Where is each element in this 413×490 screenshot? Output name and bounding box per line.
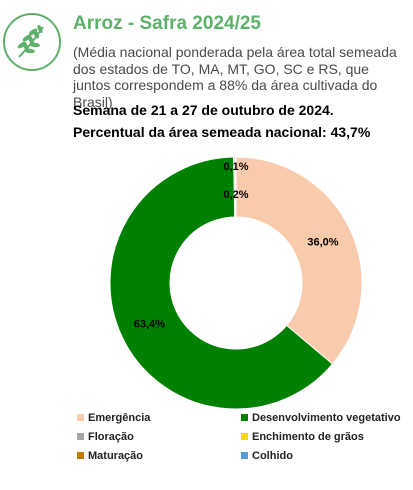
legend-item-floracao: Floração (77, 427, 241, 446)
slice-desenvolvimento-vegetativo (109, 156, 334, 410)
chart-title: Arroz - Safra 2024/25 (73, 13, 261, 34)
week-label: Semana de 21 a 27 de outubro de 2024. (73, 102, 334, 118)
legend-item-maturacao: Maturação (77, 446, 241, 465)
legend-item-colhido: Colhido (241, 446, 413, 465)
legend-item-desenvolvimento-vegetativo: Desenvolvimento vegetativo (241, 408, 413, 427)
legend-label: Enchimento de grãos (252, 430, 364, 443)
legend-swatch (241, 433, 248, 440)
data-label-floracao: 0,2% (223, 189, 248, 201)
data-label-enchimento-de-graos: 0,1% (223, 161, 248, 173)
area-percentage-label: Percentual da área semeada nacional: 43,… (73, 124, 371, 140)
chart-legend: Emergência Desenvolvimento vegetativo Flor… (77, 408, 413, 465)
legend-swatch (77, 452, 84, 459)
legend-label: Colhido (252, 449, 293, 462)
legend-label: Desenvolvimento vegetativo (252, 411, 401, 424)
slice-enchimento-de-graos (234, 156, 237, 218)
rice-grain-icon (3, 13, 61, 71)
legend-label: Emergência (88, 411, 151, 424)
legend-swatch (77, 433, 84, 440)
legend-item-emergencia: Emergência (77, 408, 241, 427)
chart-subtitle: (Média nacional ponderada pela área tota… (73, 44, 397, 110)
legend-swatch (241, 414, 248, 421)
data-label-emergencia: 36,0% (307, 236, 338, 248)
slice-emergencia (235, 156, 363, 365)
legend-swatch (241, 452, 248, 459)
legend-item-enchimento-de-graos: Enchimento de grãos (241, 427, 413, 446)
data-label-desenvolvimento-vegetativo: 63,4% (134, 318, 165, 330)
legend-swatch (77, 414, 84, 421)
legend-label: Maturação (88, 449, 144, 462)
legend-label: Floração (88, 430, 134, 443)
